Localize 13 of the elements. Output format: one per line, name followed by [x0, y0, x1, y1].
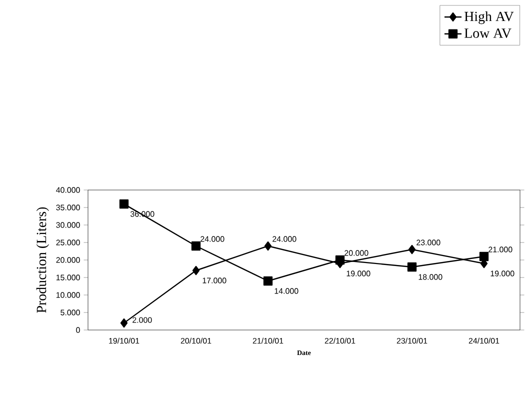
legend-label: High AV [464, 11, 514, 24]
point [408, 244, 416, 254]
point [119, 199, 129, 209]
point [479, 252, 489, 262]
point [264, 241, 272, 251]
point [192, 266, 200, 276]
point [263, 276, 273, 286]
legend-label: Low AV [464, 28, 512, 38]
point [335, 255, 345, 265]
point [120, 318, 128, 328]
point [191, 241, 201, 251]
y-axis-title: Production (Liters) [36, 207, 50, 313]
point [407, 262, 417, 272]
